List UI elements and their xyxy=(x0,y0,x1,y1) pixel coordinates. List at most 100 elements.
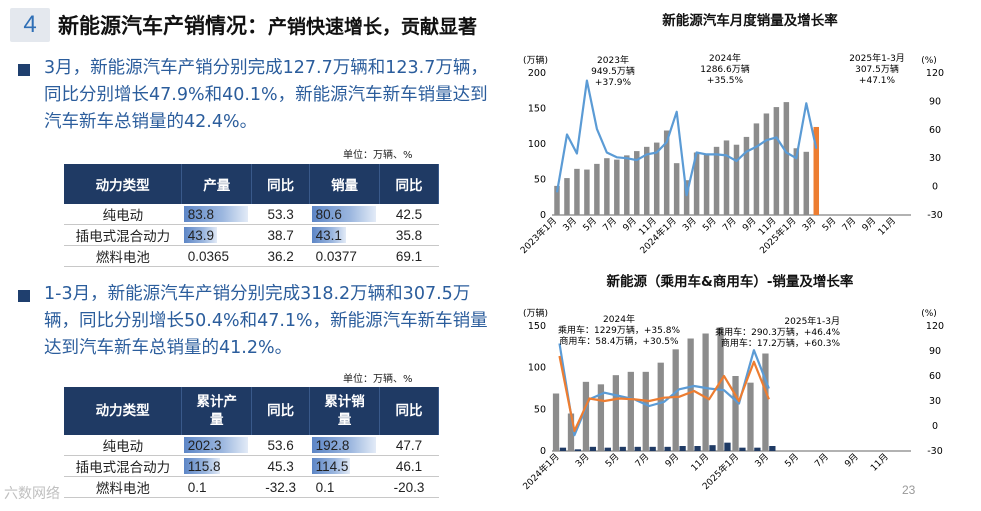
table-march-by-power-type: 动力类型 产量 同比 销量 同比 纯电动 83.8 53.3 80.6 42.5… xyxy=(64,164,439,267)
chart-annotation: 307.5万辆 xyxy=(855,63,899,75)
growth-rate-line xyxy=(558,355,770,433)
data-bar xyxy=(311,227,346,243)
chart-annotation: 1286.6万辆 xyxy=(700,63,750,75)
cell-production-yoy: 45.3 xyxy=(251,455,310,477)
bar-primary xyxy=(643,146,650,215)
y-tick-right: 60 xyxy=(929,371,941,382)
table-unit-label: 单位：万辆、% xyxy=(343,374,413,385)
x-tick-label: 5月 xyxy=(783,451,801,469)
cell-production: 43.9 xyxy=(181,224,252,246)
cell-value: 0.1 xyxy=(315,479,335,495)
table-header: 产量 xyxy=(181,164,253,204)
cell-value: 43.1 xyxy=(315,227,342,243)
y-tick-right: 0 xyxy=(932,182,938,193)
x-tick-label: 5月 xyxy=(700,215,718,233)
chart-passenger-commercial-nev-sales: 新能源（乘用车&商用车）-销量及增长率 (万辆) (%) 0 50 100 150 -30 0 3… xyxy=(520,273,944,492)
table-header: 累计产量 xyxy=(181,387,253,435)
bar-primary xyxy=(783,102,790,215)
y-tick-right: -30 xyxy=(927,446,943,457)
chart-annotation: 商用车：17.2万辆，+60.3% xyxy=(721,337,841,349)
bullet-text: 3月，新能源汽车产销分别完成127.7万辆和123.7万辆，同比分别增长47.9… xyxy=(44,58,488,132)
bar-secondary xyxy=(769,446,776,451)
x-tick-label: 7月 xyxy=(720,215,738,233)
bar-primary xyxy=(703,154,710,215)
cell-production: 0.0365 xyxy=(181,245,252,267)
cell-sales-yoy: 46.1 xyxy=(379,455,439,477)
bar-secondary xyxy=(574,449,582,451)
table-header: 同比 xyxy=(251,387,311,435)
chart-annotation: 乘用车：1229万辆，+35.8% xyxy=(558,324,680,336)
bar-secondary xyxy=(739,447,746,451)
cell-power-type: 插电式混合动力 xyxy=(64,455,182,477)
chart-annotation: 商用车：58.4万辆，+30.5% xyxy=(559,335,679,347)
cell-value: 114.5 xyxy=(315,458,349,474)
bar-primary xyxy=(732,376,739,451)
chart-annotation: 949.5万辆 xyxy=(591,65,635,77)
bar-secondary xyxy=(694,446,701,451)
bar-highlight xyxy=(813,126,820,215)
bar-primary xyxy=(723,140,730,215)
chart-annotation: 2025年1-3月 xyxy=(849,52,905,64)
page-title-main: 新能源汽车产销情况： xyxy=(58,14,268,38)
cell-value: 43.9 xyxy=(187,227,215,243)
data-bar xyxy=(311,206,376,222)
table-row: 纯电动 83.8 53.3 80.6 42.5 xyxy=(64,204,439,225)
table-header: 累计销量 xyxy=(309,387,381,435)
bar-primary xyxy=(614,159,620,215)
bar-primary xyxy=(634,151,640,215)
y-tick-right: 90 xyxy=(929,96,941,107)
y-tick-left: 100 xyxy=(528,139,546,150)
x-tick-label: 9月 xyxy=(740,215,758,233)
bar-secondary xyxy=(634,446,641,451)
y-axis-left-label: (万辆) xyxy=(523,54,548,66)
table-row: 纯电动 202.3 53.6 192.8 47.7 xyxy=(64,435,439,456)
chart-annotation: +37.9% xyxy=(595,78,632,88)
bullet-jan-mar: 1-3月，新能源汽车产销分别完成318.2万辆和307.5万辆，同比分别增长50… xyxy=(18,281,488,362)
bar-primary xyxy=(612,375,619,451)
cell-value: 0.0377 xyxy=(315,248,357,264)
cell-sales-yoy: 42.5 xyxy=(379,204,439,225)
table-header: 同比 xyxy=(251,164,311,204)
x-tick-label: 3月 xyxy=(561,215,579,233)
bar-primary xyxy=(747,382,754,451)
cell-power-type: 燃料电池 xyxy=(64,245,182,267)
bar-primary xyxy=(693,152,700,215)
y-tick-left: 50 xyxy=(534,175,546,186)
bar-primary xyxy=(803,151,810,215)
bar-primary xyxy=(773,107,780,215)
bar-primary xyxy=(604,158,610,215)
table-cumulative-by-power-type: 动力类型 累计产量 同比 累计销量 同比 纯电动 202.3 53.6 192.… xyxy=(64,387,439,498)
cell-value: 202.3 xyxy=(187,437,222,453)
x-tick-label: 9月 xyxy=(843,451,861,469)
y-axis-right-label: (%) xyxy=(921,309,937,319)
cell-power-type: 纯电动 xyxy=(64,435,182,456)
cell-value: 80.6 xyxy=(315,206,342,222)
bar-secondary xyxy=(664,446,671,451)
x-tick-label: 7月 xyxy=(813,451,831,469)
x-tick-label: 5月 xyxy=(820,215,838,233)
x-tick-label: 5月 xyxy=(581,215,599,233)
bar-primary xyxy=(687,338,694,451)
y-tick-right: 0 xyxy=(932,421,938,432)
bar-primary xyxy=(672,349,679,451)
bar-secondary xyxy=(754,447,761,451)
y-tick-left: 200 xyxy=(528,68,546,79)
bar-primary xyxy=(554,185,560,215)
bar-primary xyxy=(597,384,605,451)
bar-primary xyxy=(624,155,630,215)
cell-production: 0.1 xyxy=(181,476,252,498)
chart-annotation: +47.1% xyxy=(859,76,896,86)
x-tick-label: 9月 xyxy=(860,215,878,233)
x-tick-label: 11月 xyxy=(876,215,898,237)
bar-secondary xyxy=(709,445,716,451)
bar-secondary xyxy=(619,446,626,451)
x-tick-label: 11月 xyxy=(868,451,890,473)
watermark-text: 六数网络 xyxy=(4,486,60,502)
table-row: 燃料电池 0.1 -32.3 0.1 -20.3 xyxy=(64,476,439,498)
bar-primary xyxy=(763,113,770,215)
cell-sales: 80.6 xyxy=(309,204,380,225)
cell-production-yoy: 36.2 xyxy=(251,245,310,267)
table-header: 销量 xyxy=(309,164,381,204)
bar-primary xyxy=(582,381,590,451)
y-tick-left: 50 xyxy=(534,404,546,415)
